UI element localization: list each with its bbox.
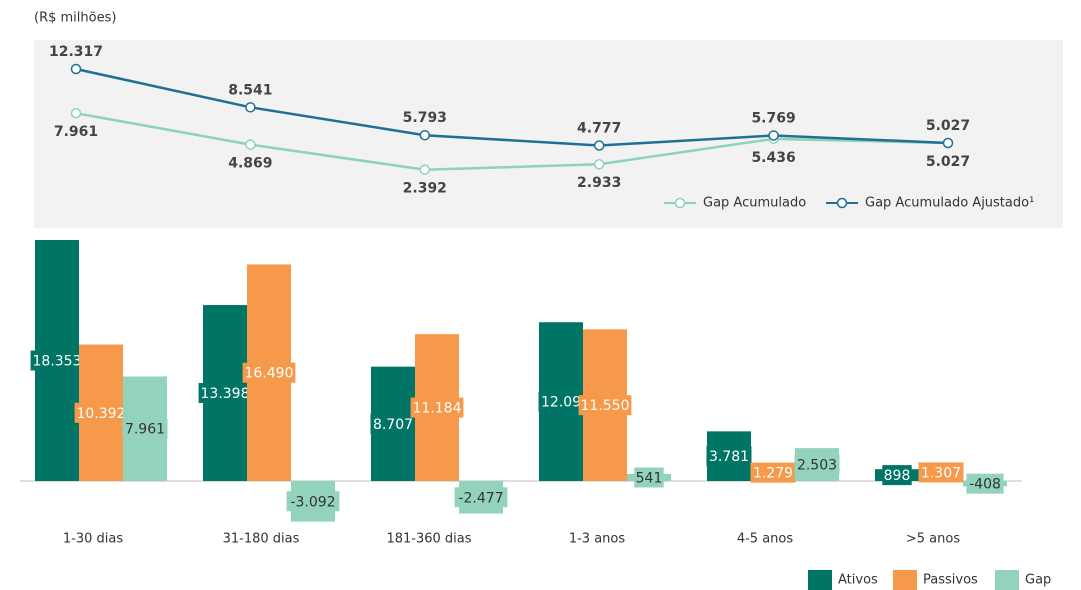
point — [70, 63, 82, 75]
data-label: 1.279 — [753, 466, 793, 482]
data-label: 5.793 — [403, 110, 447, 126]
point — [245, 139, 256, 150]
data-label: 8.707 — [373, 417, 413, 433]
data-label: 12.09 — [541, 395, 581, 411]
data-label: -2.477 — [458, 490, 503, 506]
data-label-bg — [30, 350, 84, 371]
data-label-bg — [578, 395, 632, 416]
point — [768, 130, 779, 141]
line-panel — [34, 40, 1063, 228]
data-label-bg — [370, 413, 416, 434]
data-label: 18.353 — [33, 354, 82, 370]
line — [75, 67, 949, 147]
legend-label: Gap Acumulado — [703, 196, 806, 211]
data-label-bg — [706, 446, 752, 467]
data-label-bg — [918, 462, 964, 483]
data-label: 5.436 — [751, 150, 795, 166]
legend-label: Passivos — [923, 573, 978, 588]
data-label: -3.092 — [290, 494, 335, 510]
data-label: 13.398 — [201, 386, 250, 402]
legend-label: Ativos — [838, 573, 878, 588]
x-tick-label: 31-180 dias — [223, 532, 300, 547]
data-label-bg — [750, 462, 796, 483]
data-label: 12.317 — [49, 44, 103, 60]
point — [70, 107, 82, 119]
point — [419, 129, 431, 141]
data-label: 11.184 — [413, 401, 462, 417]
legend-swatch — [893, 570, 917, 590]
data-label-bg — [122, 418, 168, 439]
data-label-bg — [410, 397, 464, 418]
data-label: 2.933 — [577, 175, 621, 191]
data-label-bg — [634, 467, 664, 488]
data-label: 7.961 — [54, 124, 98, 140]
data-label-bg — [242, 362, 296, 383]
data-label: -408 — [969, 477, 1001, 493]
data-label-bg — [454, 487, 508, 508]
data-label-bg — [882, 465, 912, 486]
legend-label: Gap — [1025, 573, 1051, 588]
data-label: 2.503 — [797, 458, 837, 474]
legend-swatch — [808, 570, 832, 590]
data-label-bg — [794, 454, 840, 475]
data-label-bg — [286, 491, 340, 512]
data-label: 11.550 — [581, 398, 630, 414]
data-label: 16.490 — [245, 366, 294, 382]
data-label-bg — [74, 402, 128, 423]
line — [75, 111, 949, 171]
data-label: 8.541 — [228, 82, 272, 98]
point — [245, 102, 256, 113]
data-label: 4.869 — [228, 156, 272, 172]
legend-marker — [674, 197, 686, 209]
x-tick-label: 1-3 anos — [569, 532, 626, 547]
chart-title: (R$ milhões) — [34, 11, 116, 26]
data-label: 541 — [636, 470, 663, 486]
x-tick-label: 181-360 dias — [386, 532, 471, 547]
data-label: 2.392 — [403, 181, 447, 197]
legend-label: Gap Acumulado Ajustado¹ — [865, 196, 1034, 211]
x-tick-label: >5 anos — [906, 532, 960, 547]
x-tick-label: 4-5 anos — [737, 532, 794, 547]
point — [593, 158, 605, 170]
data-label: 5.769 — [751, 110, 795, 126]
point — [593, 140, 605, 151]
legend-marker — [836, 197, 848, 209]
data-label: 4.777 — [577, 121, 621, 137]
data-label: 3.781 — [709, 449, 749, 465]
point — [419, 164, 431, 175]
data-label-bg — [966, 473, 1004, 494]
data-label: 1.307 — [921, 465, 961, 481]
data-label-bg — [538, 391, 584, 412]
point — [942, 137, 954, 149]
data-label: 7.961 — [125, 422, 165, 438]
data-label: 898 — [884, 468, 911, 484]
data-label: 5.027 — [926, 154, 970, 170]
data-label: 5.027 — [926, 118, 970, 134]
legend-swatch — [995, 570, 1019, 590]
data-label: 10.392 — [77, 406, 126, 422]
x-tick-label: 1-30 dias — [63, 532, 123, 547]
data-label-bg — [198, 383, 252, 404]
